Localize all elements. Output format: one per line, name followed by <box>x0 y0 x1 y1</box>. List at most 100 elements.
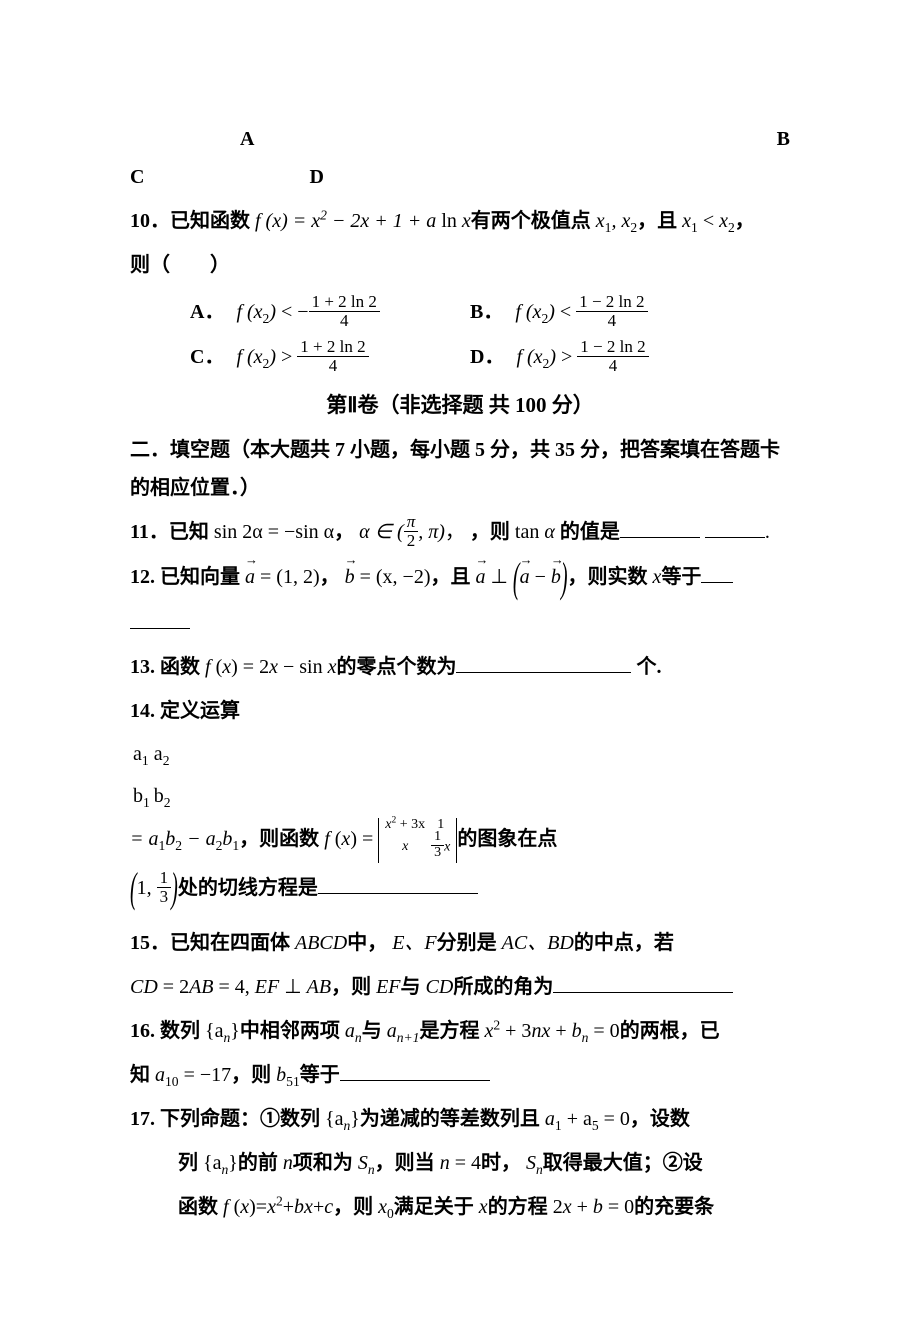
q16-eq: x2 + 3nx + bn = 0 <box>484 1020 619 1042</box>
q14-eq: = a1b2 − a2b1 <box>130 828 239 850</box>
q15-t3: 分别是 <box>437 932 497 954</box>
q16-and: 与 <box>362 1020 382 1042</box>
q16-t2: 中相邻两项 <box>240 1020 340 1042</box>
q17-t6: ，则当 <box>375 1152 435 1174</box>
q17-an: {an} <box>325 1108 360 1130</box>
q13-number: 13. <box>130 656 155 678</box>
q15-abcd: ABCD <box>295 932 347 954</box>
q17-l2a: 列 <box>178 1152 198 1174</box>
q10-a-label: A． <box>190 293 224 331</box>
q14-t2: ，则函数 <box>239 828 319 850</box>
q17-t4: 的前 <box>238 1152 278 1174</box>
q15-EF: EF <box>376 976 400 998</box>
part2-instructions: 二．填空题（本大题共 7 小题，每小题 5 分，共 35 分，把答案填在答题卡的… <box>130 431 790 507</box>
q16-t3: 是方程 <box>419 1020 479 1042</box>
q17-t2: 为递减的等差数列且 <box>360 1108 540 1130</box>
q12-perp: a ⊥ (a − b) <box>476 566 568 588</box>
q16-a-np1: an+1 <box>387 1020 420 1042</box>
q17-n4: n = 4 <box>440 1152 481 1174</box>
previous-options-row-2: C D <box>130 158 790 196</box>
q12-t2: ，则实数 <box>568 566 648 588</box>
q11-tan: tan α <box>515 521 555 543</box>
q17-l3a: 函数 <box>178 1196 218 1218</box>
q10-text1: 已知函数 <box>170 210 250 232</box>
q10-opt-d: D． f (x2) > 1 − 2 ln 24 <box>460 335 790 380</box>
q10-text2: 有两个极值点 <box>471 210 591 232</box>
q11-blank-b <box>705 518 765 538</box>
q17-Sn: Sn <box>358 1152 375 1174</box>
q10-opt-b: B． f (x2) < 1 − 2 ln 24 <box>460 290 790 335</box>
q11-c1: ， <box>334 521 354 543</box>
q12-c1: ， <box>320 566 340 588</box>
q10-opt-a: A． f (x2) < −1 + 2 ln 24 <box>130 290 460 335</box>
q14-point: (1, 13) <box>130 877 178 899</box>
q10-line2: 则（ ） <box>130 246 790 284</box>
q14-line2: (1, 13)处的切线方程是 <box>130 869 790 908</box>
q17-t5: 项和为 <box>293 1152 353 1174</box>
q16-blank <box>340 1061 490 1081</box>
q14-line1: 14. 定义运算 <box>130 692 790 730</box>
q17-line3: 函数 f (x)=x2+bx+c，则 x0满足关于 x的方程 2x + b = … <box>130 1188 790 1226</box>
q17-t10: 满足关于 <box>394 1196 474 1218</box>
q10-b-expr: f (x2) < 1 − 2 ln 24 <box>515 293 647 332</box>
q15-t6: 与 <box>401 976 421 998</box>
q17-t8: 取得最大值；②设 <box>543 1152 703 1174</box>
q12-t1: 已知向量 <box>160 566 240 588</box>
q17-a1a5: a1 + a5 = 0 <box>545 1108 630 1130</box>
q17-t12: 的充要条 <box>634 1196 714 1218</box>
q16-l2a: 知 <box>130 1064 150 1086</box>
q12-line1: 12. 已知向量 a = (1, 2)， b = (x, −2)，且 a ⊥ (… <box>130 558 790 597</box>
q10-ineq: x1 < x2 <box>682 210 735 232</box>
q10-d-label: D． <box>470 338 504 376</box>
q10-a-expr: f (x2) < −1 + 2 ln 24 <box>236 293 379 332</box>
q10-number: 10． <box>130 210 170 232</box>
q11-number: 11． <box>130 521 169 543</box>
q17-t11: 的方程 <box>488 1196 548 1218</box>
q12-blank-b <box>130 609 190 629</box>
q15-CD: CD <box>426 976 454 998</box>
q17-an-2: {an} <box>203 1152 238 1174</box>
q10-c-label: C． <box>190 338 224 376</box>
q17-fx: f (x)=x2+bx+c <box>223 1196 333 1218</box>
q14-det-fx: x2 + 3x1 x13x <box>378 818 457 863</box>
opt-d-label: D <box>309 166 323 188</box>
q12-blank <box>701 563 733 583</box>
opt-b-label: B <box>777 120 790 158</box>
q14-number: 14. <box>130 700 155 722</box>
q15-t4: 的中点，若 <box>574 932 674 954</box>
q15-number: 15． <box>130 932 170 954</box>
q11-t2: ，则 <box>470 521 510 543</box>
q10-b-label: B． <box>470 293 503 331</box>
q10-text4: ， <box>735 210 755 232</box>
q17-Sn-2: Sn <box>526 1152 543 1174</box>
q15-eq: CD = 2AB = 4, EF ⊥ AB <box>130 976 331 998</box>
q17-t1: 下列命题：①数列 <box>160 1108 320 1130</box>
q17-t9: ，则 <box>333 1196 373 1218</box>
q12-a: a = (1, 2) <box>245 566 320 588</box>
q16-a10: a10 = −17 <box>155 1064 231 1086</box>
q15-t7: 所成的角为 <box>453 976 553 998</box>
q10-d-expr: f (x2) > 1 − 2 ln 24 <box>516 338 648 377</box>
q15-line1: 15．已知在四面体 ABCD中， E、F分别是 AC、BD的中点，若 <box>130 924 790 962</box>
q16-a-n: an <box>345 1020 362 1042</box>
q11: 11．已知 sin 2α = −sin α， α ∈ (π2, π)， ，则 t… <box>130 513 790 552</box>
q10-opt-c: C． f (x2) > 1 + 2 ln 24 <box>130 335 460 380</box>
q17-x0: x0 <box>378 1196 394 1218</box>
q16-t1: 数列 <box>160 1020 200 1042</box>
q15-ac: AC、BD <box>502 932 574 954</box>
q10-options: A． f (x2) < −1 + 2 ln 24 B． f (x2) < 1 −… <box>130 290 790 380</box>
q11-e1: sin 2α = −sin α <box>214 521 334 543</box>
q16-t4: 的两根，已 <box>620 1020 720 1042</box>
q12-c2: ，且 <box>431 566 471 588</box>
q10-c-expr: f (x2) > 1 + 2 ln 24 <box>236 338 368 377</box>
q11-blank-a <box>620 518 700 538</box>
q16-line1: 16. 数列 {an}中相邻两项 an与 an+1是方程 x2 + 3nx + … <box>130 1012 790 1050</box>
q14-blank <box>318 874 478 894</box>
q11-c2: ， <box>445 521 465 543</box>
q16-c: ，则 <box>231 1064 271 1086</box>
q14-t4: 处的切线方程是 <box>178 877 318 899</box>
q15-t1: 已知在四面体 <box>170 932 290 954</box>
q16-b51: b51 <box>276 1064 300 1086</box>
q15-blank <box>553 973 733 993</box>
q14-t1: 定义运算 <box>160 700 240 722</box>
